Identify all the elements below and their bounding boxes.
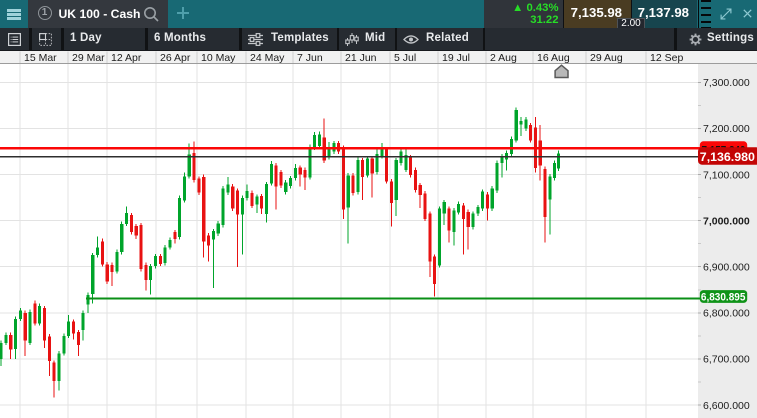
- svg-text:21 Jun: 21 Jun: [345, 52, 377, 64]
- svg-text:7,136.980: 7,136.980: [700, 150, 755, 164]
- svg-text:7 Jun: 7 Jun: [297, 52, 323, 64]
- svg-text:7,300.000: 7,300.000: [703, 77, 750, 89]
- svg-text:26 Apr: 26 Apr: [160, 52, 191, 64]
- svg-text:6,700.000: 6,700.000: [703, 354, 750, 366]
- svg-text:5 Jul: 5 Jul: [394, 52, 416, 64]
- svg-text:15 Mar: 15 Mar: [24, 52, 57, 64]
- svg-text:6,900.000: 6,900.000: [703, 262, 750, 274]
- svg-text:16 Aug: 16 Aug: [537, 52, 570, 64]
- svg-text:12 Apr: 12 Apr: [111, 52, 142, 64]
- svg-text:24 May: 24 May: [250, 52, 285, 64]
- svg-text:7,000.000: 7,000.000: [703, 215, 750, 227]
- svg-text:2 Aug: 2 Aug: [490, 52, 517, 64]
- svg-text:7,200.000: 7,200.000: [703, 123, 750, 135]
- svg-text:19 Jul: 19 Jul: [442, 52, 470, 64]
- svg-text:6,800.000: 6,800.000: [703, 308, 750, 320]
- svg-text:7,100.000: 7,100.000: [703, 169, 750, 181]
- svg-text:12 Sep: 12 Sep: [650, 52, 683, 64]
- svg-text:10 May: 10 May: [201, 52, 236, 64]
- svg-text:6,600.000: 6,600.000: [703, 400, 750, 412]
- svg-text:29 Mar: 29 Mar: [72, 52, 105, 64]
- svg-text:29 Aug: 29 Aug: [590, 52, 623, 64]
- svg-text:6,830.895: 6,830.895: [701, 292, 746, 304]
